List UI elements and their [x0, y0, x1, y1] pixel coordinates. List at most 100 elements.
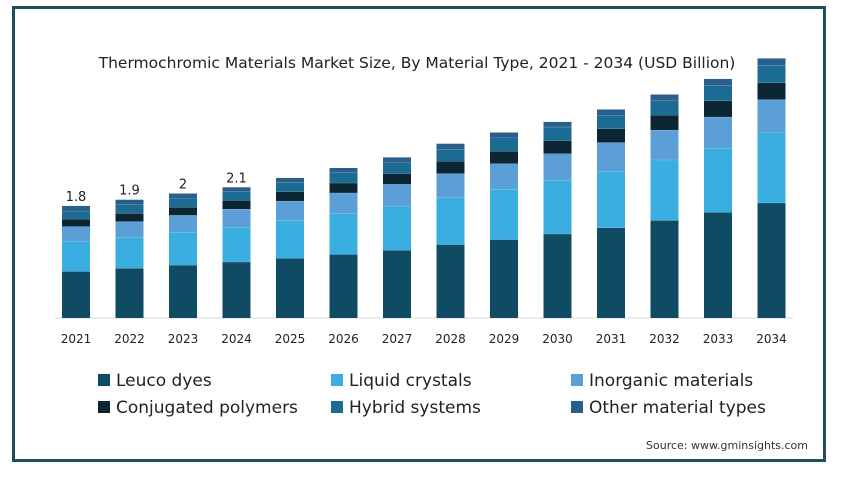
bar-segment-hybrid-systems-2021: [62, 210, 90, 220]
x-tick-label-2032: 2032: [649, 332, 680, 346]
bar-segment-other-material-types-2025: [276, 177, 304, 183]
bar-segment-conjugated-polymers-2025: [276, 191, 304, 201]
bar-segment-hybrid-systems-2026: [329, 172, 358, 183]
bar-segment-inorganic-materials-2033: [704, 116, 732, 149]
bar-segment-liquid-crystals-2029: [490, 189, 518, 240]
bar-segment-inorganic-materials-2030: [543, 153, 572, 181]
bar-segment-hybrid-systems-2032: [650, 100, 679, 116]
bar-segment-liquid-crystals-2030: [543, 180, 572, 234]
x-tick-labels: 2021 2022 2023 2024 2025 2026 2027 2028 2029 2030…: [61, 332, 787, 346]
bar-segment-liquid-crystals-2024: [222, 227, 251, 262]
bar-segment-leuco-dyes-2021: [62, 271, 90, 318]
bar-segment-hybrid-systems-2031: [597, 115, 625, 129]
bar-segment-leuco-dyes-2033: [704, 212, 732, 318]
bar-segment-other-material-types-2026: [329, 167, 358, 173]
bar-segment-leuco-dyes-2022: [115, 268, 144, 318]
bar-segment-leuco-dyes-2031: [597, 227, 625, 318]
bar-segment-other-material-types-2021: [62, 205, 90, 211]
bar-segment-liquid-crystals-2028: [436, 197, 465, 245]
bar-segment-conjugated-polymers-2021: [62, 219, 90, 227]
chart-title: Thermochromic Materials Market Size, By …: [98, 54, 736, 72]
bar-segment-inorganic-materials-2031: [597, 142, 625, 172]
bar-segment-conjugated-polymers-2030: [543, 140, 572, 154]
bar-segment-leuco-dyes-2028: [436, 244, 465, 318]
bar-segment-leuco-dyes-2023: [169, 265, 197, 318]
bar-segment-inorganic-materials-2032: [650, 130, 679, 160]
legend-label-other-material-types: Other material types: [589, 398, 766, 418]
bar-segment-other-material-types-2033: [704, 78, 732, 86]
data-labels: 1.8 1.9 2 2.1: [66, 171, 247, 205]
bar-segment-liquid-crystals-2031: [597, 171, 625, 228]
bar-segment-liquid-crystals-2022: [115, 237, 144, 269]
bar-segment-leuco-dyes-2025: [276, 258, 304, 318]
bars-group: [62, 58, 786, 318]
legend-label-liquid-crystals: Liquid crystals: [349, 371, 472, 391]
legend-swatch-other-material-types: [571, 401, 583, 413]
total-label-2024: 2.1: [226, 171, 247, 186]
bar-segment-inorganic-materials-2029: [490, 163, 518, 190]
bar-segment-inorganic-materials-2028: [436, 173, 465, 198]
bar-segment-conjugated-polymers-2032: [650, 115, 679, 131]
bar-segment-conjugated-polymers-2022: [115, 213, 144, 222]
chart: Thermochromic Materials Market Size, By …: [55, 54, 808, 452]
bar-segment-liquid-crystals-2032: [650, 159, 679, 221]
bar-segment-conjugated-polymers-2027: [383, 173, 411, 185]
bar-segment-other-material-types-2023: [169, 193, 197, 199]
bar-segment-inorganic-materials-2024: [222, 209, 251, 228]
bar-segment-leuco-dyes-2030: [543, 233, 572, 318]
bar-segment-conjugated-polymers-2023: [169, 207, 197, 216]
bar-segment-conjugated-polymers-2033: [704, 100, 732, 117]
bar-segment-hybrid-systems-2028: [436, 149, 465, 162]
bar-segment-conjugated-polymers-2028: [436, 161, 465, 174]
x-tick-label-2029: 2029: [489, 332, 520, 346]
legend-swatch-inorganic-materials: [571, 374, 583, 386]
legend-swatch-liquid-crystals: [331, 374, 343, 386]
bar-segment-leuco-dyes-2032: [650, 220, 679, 318]
bar-segment-liquid-crystals-2033: [704, 148, 732, 213]
bar-segment-hybrid-systems-2034: [757, 65, 786, 83]
x-tick-label-2028: 2028: [435, 332, 466, 346]
x-tick-label-2021: 2021: [61, 332, 92, 346]
bar-segment-other-material-types-2031: [597, 109, 625, 116]
bar-segment-liquid-crystals-2027: [383, 205, 411, 251]
x-tick-label-2024: 2024: [221, 332, 252, 346]
bar-segment-hybrid-systems-2030: [543, 126, 572, 141]
bar-segment-inorganic-materials-2021: [62, 226, 90, 242]
bar-segment-other-material-types-2029: [490, 132, 518, 138]
bar-segment-liquid-crystals-2034: [757, 132, 786, 203]
bar-segment-liquid-crystals-2023: [169, 232, 197, 266]
bar-segment-hybrid-systems-2025: [276, 182, 304, 192]
x-tick-label-2023: 2023: [168, 332, 199, 346]
total-label-2022: 1.9: [119, 184, 140, 199]
bar-segment-leuco-dyes-2026: [329, 254, 358, 318]
legend-swatch-leuco-dyes: [98, 374, 110, 386]
bar-segment-liquid-crystals-2026: [329, 213, 358, 255]
total-label-2021: 1.8: [66, 190, 87, 205]
bar-segment-other-material-types-2032: [650, 94, 679, 101]
bar-segment-leuco-dyes-2034: [757, 202, 786, 318]
bar-segment-conjugated-polymers-2031: [597, 128, 625, 143]
bar-segment-hybrid-systems-2024: [222, 191, 251, 201]
legend-label-hybrid-systems: Hybrid systems: [349, 398, 481, 418]
bar-segment-inorganic-materials-2025: [276, 200, 304, 221]
source-note: Source: www.gminsights.com: [646, 439, 808, 452]
bar-segment-conjugated-polymers-2034: [757, 82, 786, 100]
x-tick-label-2034: 2034: [756, 332, 787, 346]
bar-segment-leuco-dyes-2027: [383, 250, 411, 318]
chart-frame: Thermochromic Materials Market Size, By …: [12, 6, 826, 462]
bar-segment-hybrid-systems-2033: [704, 85, 732, 101]
x-tick-label-2025: 2025: [275, 332, 306, 346]
x-tick-label-2031: 2031: [596, 332, 627, 346]
bar-segment-other-material-types-2030: [543, 121, 572, 127]
bar-segment-hybrid-systems-2027: [383, 162, 411, 174]
x-tick-label-2026: 2026: [328, 332, 359, 346]
bar-segment-hybrid-systems-2029: [490, 137, 518, 152]
bar-segment-leuco-dyes-2024: [222, 261, 251, 318]
bar-segment-inorganic-materials-2026: [329, 192, 358, 214]
bar-segment-other-material-types-2027: [383, 157, 411, 163]
bar-segment-other-material-types-2022: [115, 199, 144, 205]
legend-label-inorganic-materials: Inorganic materials: [589, 371, 753, 391]
legend-label-leuco-dyes: Leuco dyes: [116, 371, 212, 391]
legend-label-conjugated-polymers: Conjugated polymers: [116, 398, 298, 418]
bar-segment-liquid-crystals-2025: [276, 220, 304, 259]
